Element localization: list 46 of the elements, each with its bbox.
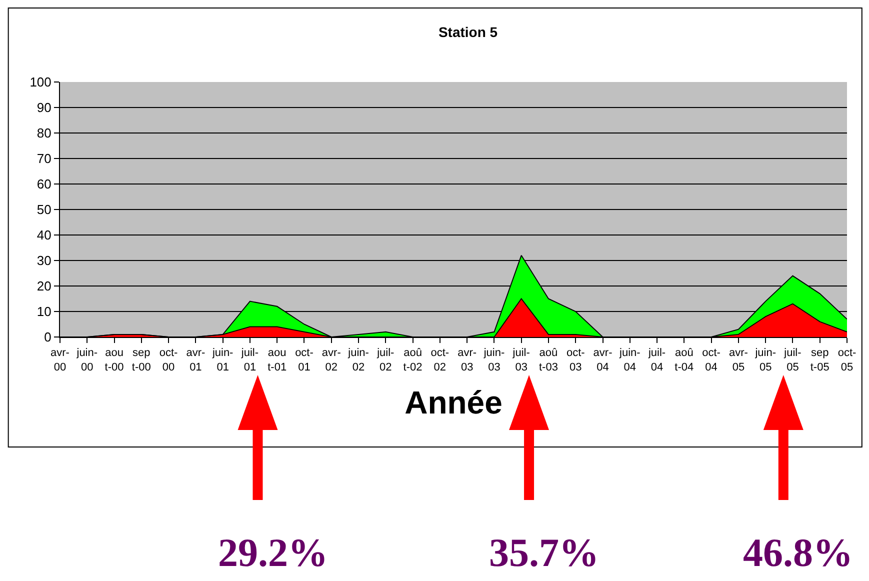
y-tick-label: 30: [36, 253, 52, 268]
y-tick-label: 80: [36, 126, 52, 141]
x-tick-label: oct- 04: [702, 347, 721, 374]
chart-title: Station 5: [438, 24, 498, 40]
y-tick-label: 100: [30, 74, 52, 90]
x-tick-label: oct- 00: [159, 347, 178, 374]
x-tick-label: juil- 01: [240, 347, 259, 374]
x-tick-label: juil- 03: [512, 347, 530, 374]
x-tick-label: juin- 04: [618, 347, 641, 374]
x-tick-label: avr- 02: [322, 347, 342, 374]
text: 35.7%: [489, 530, 599, 575]
x-tick-label: avr- 05: [728, 347, 748, 374]
text: 29.2%: [218, 530, 328, 575]
y-tick-label: 60: [36, 176, 52, 192]
y-tick-label: 40: [36, 228, 52, 243]
x-tick-label: avr- 04: [593, 347, 613, 374]
x-tick-label: aoû t-02: [403, 347, 422, 374]
x-tick-label: juil- 05: [783, 347, 802, 374]
y-tick-label: 10: [36, 304, 52, 320]
x-tick-label: juin- 02: [347, 347, 370, 374]
x-tick-label: oct- 03: [566, 347, 586, 374]
x-tick-label: avr- 01: [186, 347, 206, 374]
text: 46.8%: [743, 530, 853, 575]
x-tick-label: sep t-00: [132, 347, 151, 374]
x-tick-label: juil- 04: [647, 347, 666, 374]
x-tick-label: avr- 00: [50, 347, 70, 374]
x-tick-label: avr- 03: [458, 347, 477, 374]
y-tick-label: 0: [44, 330, 52, 345]
x-tick-label: aoû t-03: [538, 347, 558, 374]
x-tick-label: juin- 05: [754, 347, 776, 374]
y-tick-label: 20: [36, 278, 52, 294]
x-tick-label: oct- 01: [295, 347, 314, 374]
y-tick-label: 50: [36, 202, 52, 218]
x-tick-label: juin- 00: [76, 347, 98, 374]
x-tick-label: juin- 01: [211, 347, 234, 374]
x-tick-label: sep t-05: [810, 347, 830, 374]
x-tick-label: oct- 02: [430, 347, 450, 374]
y-tick-label: 70: [36, 151, 52, 166]
x-tick-label: aou t-00: [104, 347, 124, 374]
y-tick-label: 90: [36, 100, 52, 116]
x-tick-label: aou t-01: [268, 347, 287, 374]
x-axis-title: Année: [404, 384, 502, 420]
x-tick-label: juin- 03: [482, 347, 505, 374]
x-tick-label: aoû t-04: [674, 347, 694, 374]
x-tick-label: oct- 05: [838, 347, 856, 374]
x-tick-label: juil- 02: [376, 347, 395, 374]
